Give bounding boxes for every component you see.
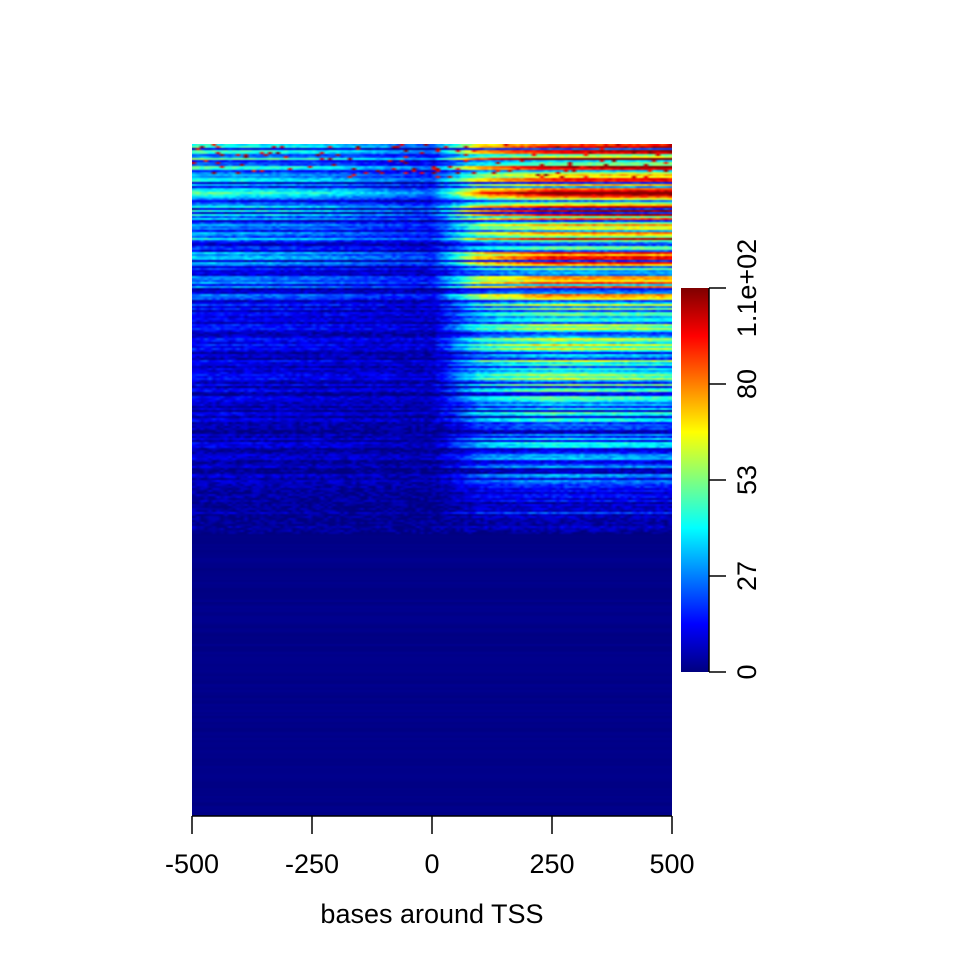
x-tick-label: 0 [424,849,439,879]
heatmap-panel [192,144,672,816]
colorbar-tick-label: 27 [732,561,762,591]
x-ticks: -500 -250 0 250 500 [165,816,695,879]
x-tick-label: -500 [165,849,219,879]
x-tick-label: -250 [285,849,339,879]
colorbar-tick-label: 80 [732,369,762,399]
colorbar-ticks: 0 27 53 80 1.1e+02 [709,239,762,680]
heatmap-image [192,144,672,816]
colorbar: 0 27 53 80 1.1e+02 [681,239,762,680]
x-axis-label: bases around TSS [320,899,543,929]
colorbar-tick-label: 53 [732,465,762,495]
x-tick-label: 500 [649,849,694,879]
x-tick-label: 250 [529,849,574,879]
colorbar-gradient [681,288,709,672]
colorbar-tick-label: 0 [732,664,762,679]
colorbar-tick-label: 1.1e+02 [732,239,762,337]
x-axis: -500 -250 0 250 500 bases around TSS [165,815,695,929]
